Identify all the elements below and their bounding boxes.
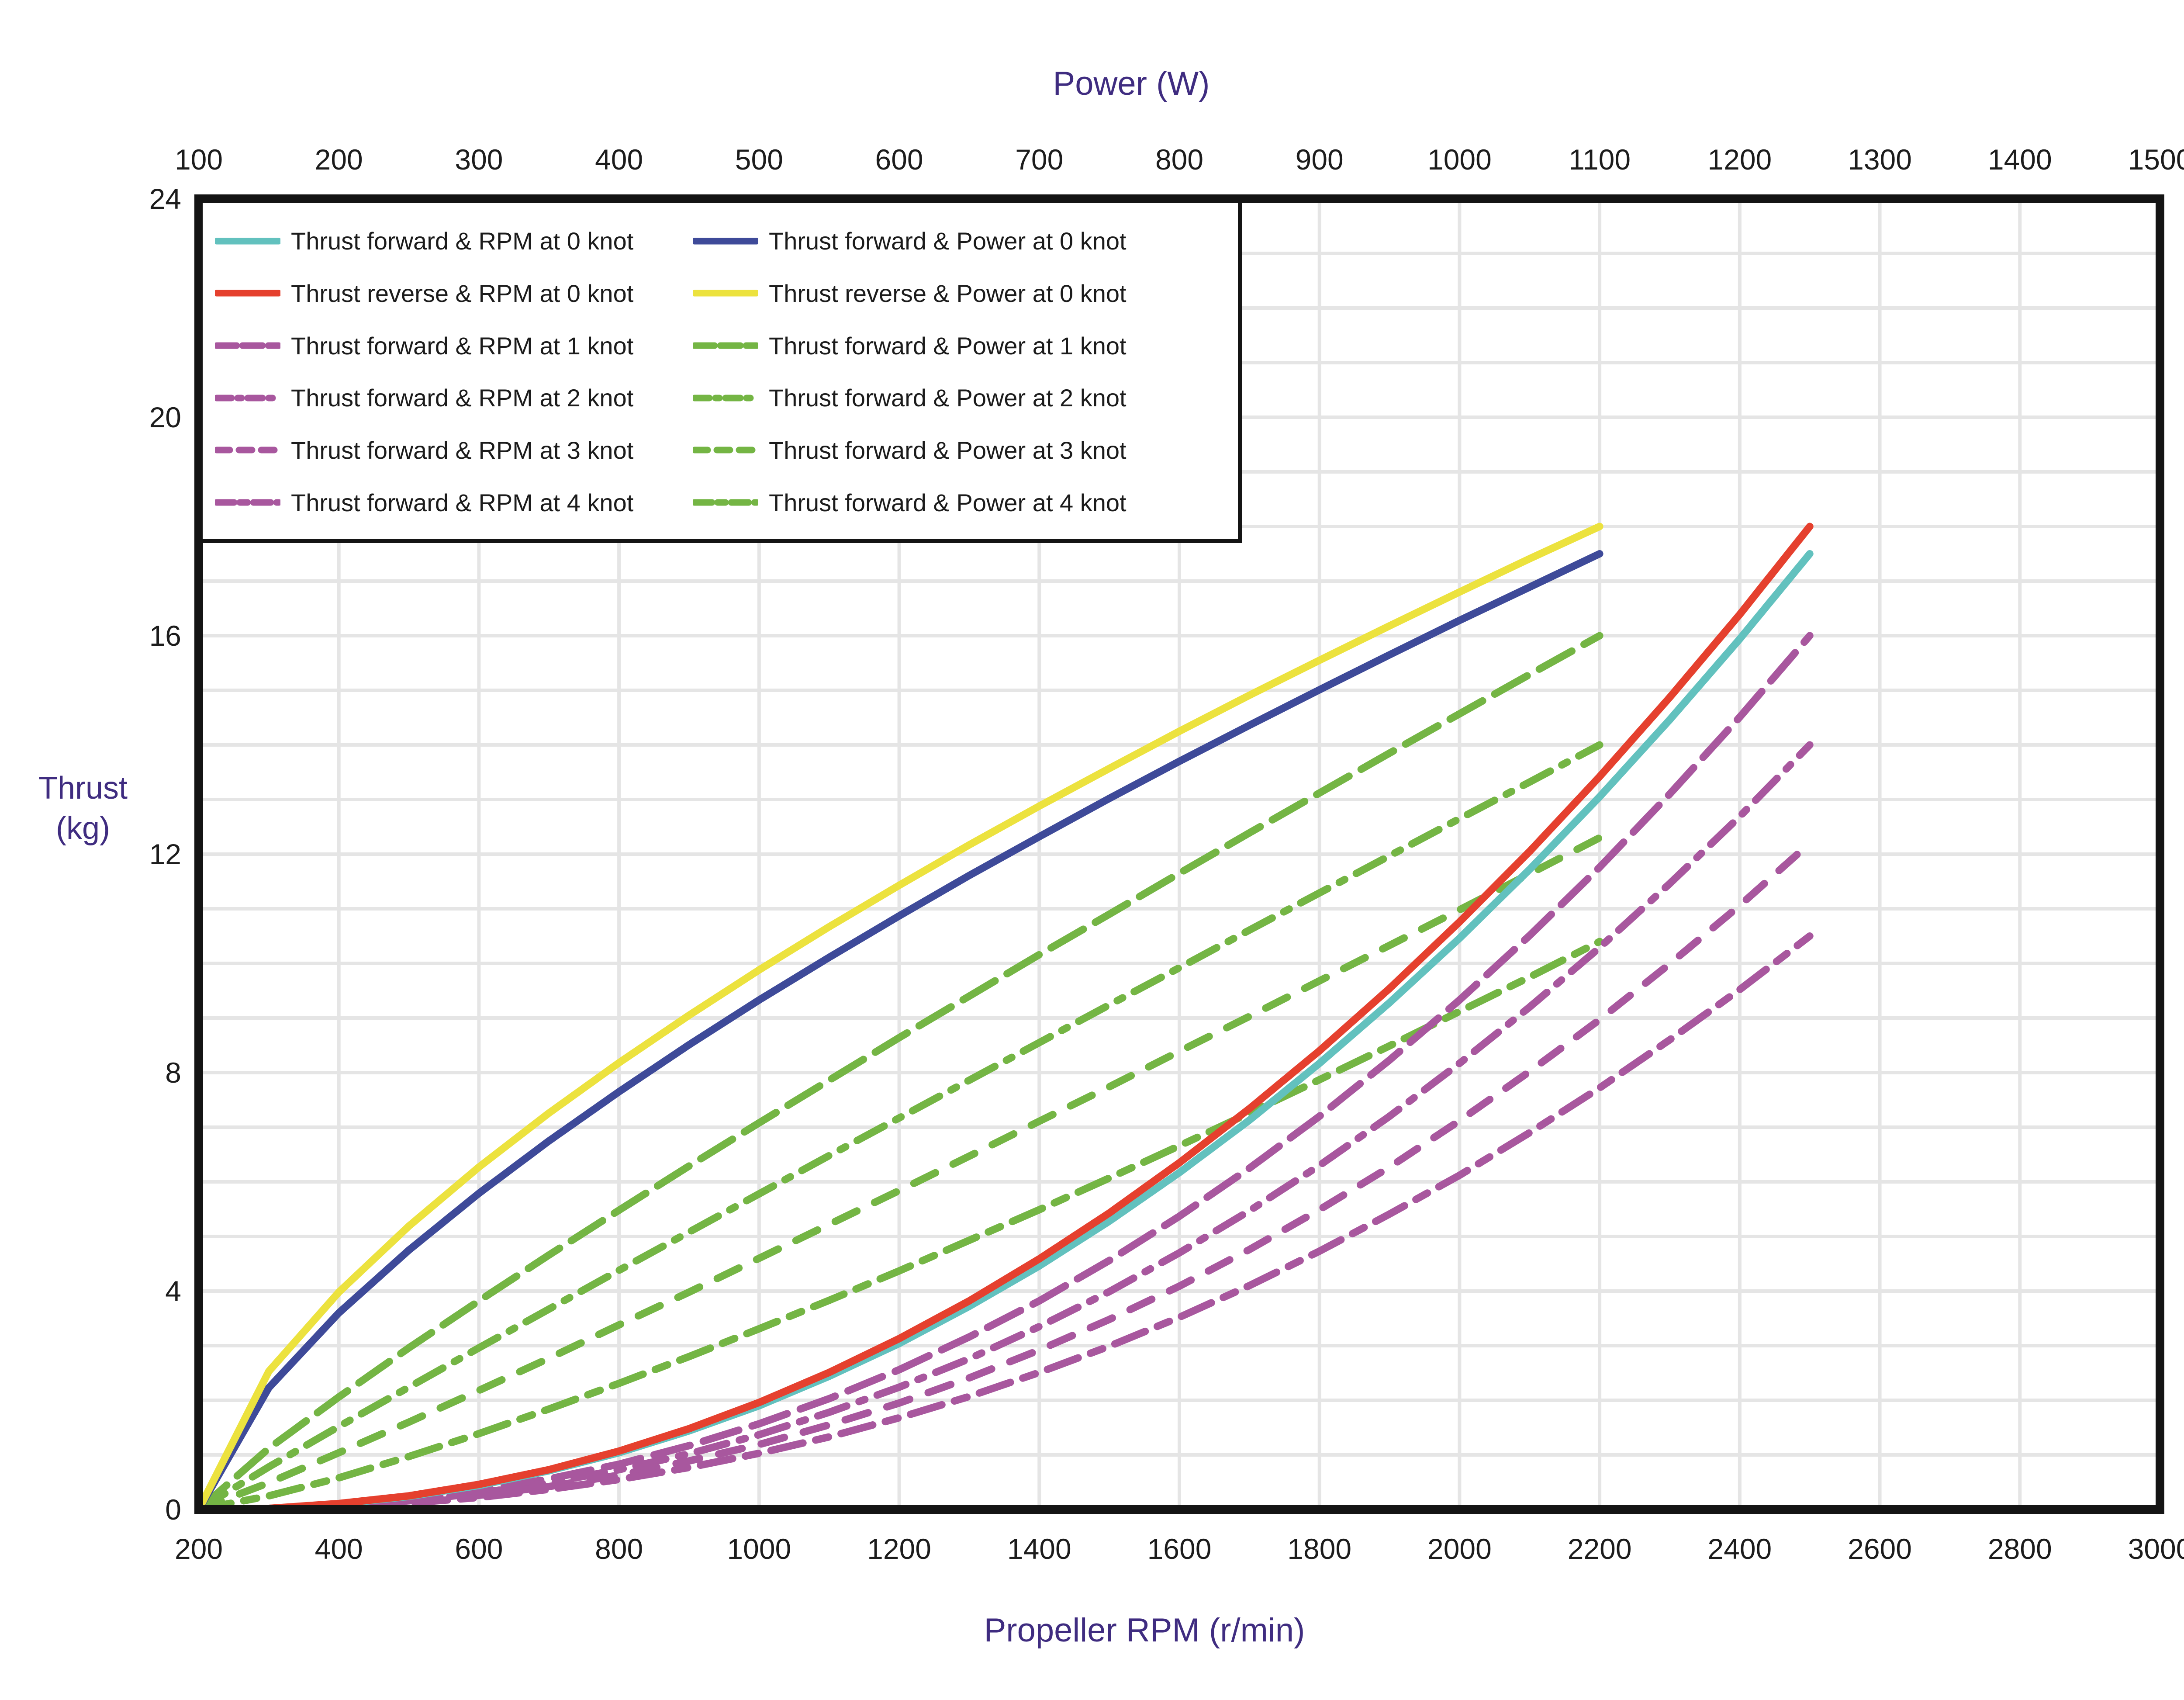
rpm-tick-label-2600: 2600 <box>1848 1533 1912 1565</box>
rpm-tick-label-1200: 1200 <box>867 1533 931 1565</box>
series-thrust-forward-power-at-0-knot <box>195 550 1603 1513</box>
series-thrust-forward-power-at-1-knot <box>195 632 1603 1513</box>
rpm-tick-label-600: 600 <box>455 1533 503 1565</box>
legend-row-4: Thrust forward & RPM at 3 knot Thrust for… <box>215 429 1234 471</box>
power-tick-label-1100: 1100 <box>1569 143 1631 176</box>
legend-row-5: Thrust forward & RPM at 4 knot Thrust for… <box>215 481 1234 523</box>
rpm-tick-label-200: 200 <box>174 1533 223 1565</box>
rpm-tick-label-1600: 1600 <box>1147 1533 1212 1565</box>
power-tick-label-700: 700 <box>1015 143 1064 176</box>
series-thrust-forward-power-at-4-knot <box>195 938 1603 1513</box>
thrust-tick-label-16: 16 <box>149 620 181 652</box>
legend-row-1: Thrust reverse & RPM at 0 knot Thrust rev… <box>215 272 1234 314</box>
top-axis-title: Power (W) <box>1053 65 1210 102</box>
legend-row-2: Thrust forward & RPM at 1 knot Thrust for… <box>215 325 1234 367</box>
series-thrust-reverse-rpm-at-0-knot <box>195 523 1814 1513</box>
power-tick-label-500: 500 <box>735 143 783 176</box>
power-tick-label-300: 300 <box>455 143 503 176</box>
series-thrust-forward-rpm-at-4-knot <box>195 932 1814 1513</box>
rpm-tick-label-800: 800 <box>595 1533 643 1565</box>
legend-label-left-3: Thrust forward & RPM at 2 knot <box>291 384 634 412</box>
thrust-tick-label-12: 12 <box>149 838 181 870</box>
legend-swatch-right-5 <box>693 499 758 506</box>
rpm-tick-label-1000: 1000 <box>727 1533 791 1565</box>
power-tick-label-600: 600 <box>875 143 923 176</box>
power-tick-label-1000: 1000 <box>1427 143 1492 176</box>
thrust-tick-label-24: 24 <box>149 183 181 215</box>
legend-swatch-left-2 <box>215 342 280 349</box>
thrust-tick-label-20: 20 <box>149 401 181 433</box>
series-thrust-reverse-power-at-0-knot <box>195 523 1603 1513</box>
power-tick-label-1300: 1300 <box>1848 143 1912 176</box>
legend-label-left-2: Thrust forward & RPM at 1 knot <box>291 332 634 360</box>
legend-label-right-5: Thrust forward & Power at 4 knot <box>769 488 1127 516</box>
legend-swatch-left-3 <box>215 395 280 402</box>
legend-label-right-1: Thrust reverse & Power at 0 knot <box>769 279 1127 307</box>
legend-label-right-2: Thrust forward & Power at 1 knot <box>769 332 1127 360</box>
rpm-tick-label-2000: 2000 <box>1427 1533 1492 1565</box>
left-axis-title-line1: Thrust <box>38 771 128 806</box>
rpm-tick-label-1800: 1800 <box>1287 1533 1352 1565</box>
legend-swatch-left-0 <box>215 238 280 245</box>
legend-label-left-1: Thrust reverse & RPM at 0 knot <box>291 279 634 307</box>
power-tick-label-1400: 1400 <box>1987 143 2052 176</box>
legend-swatch-right-2 <box>693 342 758 349</box>
rpm-tick-label-400: 400 <box>314 1533 363 1565</box>
legend-label-left-5: Thrust forward & RPM at 4 knot <box>291 488 634 516</box>
legend-label-right-0: Thrust forward & Power at 0 knot <box>769 227 1127 255</box>
rpm-tick-label-1400: 1400 <box>1007 1533 1071 1565</box>
power-tick-label-800: 800 <box>1155 143 1204 176</box>
bottom-axis-title: Propeller RPM (r/min) <box>984 1612 1305 1649</box>
series-thrust-forward-power-at-2-knot <box>195 741 1603 1513</box>
series-thrust-forward-power-at-3-knot <box>195 834 1603 1513</box>
left-axis-title: Thrust (kg) <box>9 768 157 848</box>
power-tick-label-1500: 1500 <box>2128 143 2184 176</box>
legend-swatch-right-4 <box>693 447 758 454</box>
legend-swatch-left-1 <box>215 290 280 297</box>
rpm-tick-label-2800: 2800 <box>1987 1533 2052 1565</box>
thrust-tick-label-8: 8 <box>165 1056 181 1089</box>
power-tick-label-900: 900 <box>1295 143 1344 176</box>
rpm-tick-label-2200: 2200 <box>1567 1533 1632 1565</box>
left-axis-title-line2: (kg) <box>56 811 110 846</box>
legend-swatch-left-4 <box>215 447 280 454</box>
power-tick-label-1200: 1200 <box>1707 143 1772 176</box>
legend-swatch-right-0 <box>693 238 758 245</box>
legend-label-left-0: Thrust forward & RPM at 0 knot <box>291 227 634 255</box>
legend-label-right-4: Thrust forward & Power at 3 knot <box>769 436 1127 464</box>
legend-swatch-right-3 <box>693 395 758 402</box>
thrust-tick-label-0: 0 <box>165 1493 181 1526</box>
legend-row-3: Thrust forward & RPM at 2 knot Thrust for… <box>215 377 1234 419</box>
legend-swatch-right-1 <box>693 290 758 297</box>
rpm-tick-label-2400: 2400 <box>1707 1533 1772 1565</box>
legend-swatch-left-5 <box>215 499 280 506</box>
legend-label-left-4: Thrust forward & RPM at 3 knot <box>291 436 634 464</box>
power-tick-label-200: 200 <box>314 143 363 176</box>
power-tick-label-100: 100 <box>174 143 223 176</box>
legend-row-0: Thrust forward & RPM at 0 knot Thrust for… <box>215 220 1234 262</box>
thrust-tick-label-4: 4 <box>165 1275 181 1307</box>
legend-label-right-3: Thrust forward & Power at 2 knot <box>769 384 1127 412</box>
power-tick-label-400: 400 <box>595 143 643 176</box>
legend-box: Thrust forward & RPM at 0 knot Thrust for… <box>199 199 1242 543</box>
